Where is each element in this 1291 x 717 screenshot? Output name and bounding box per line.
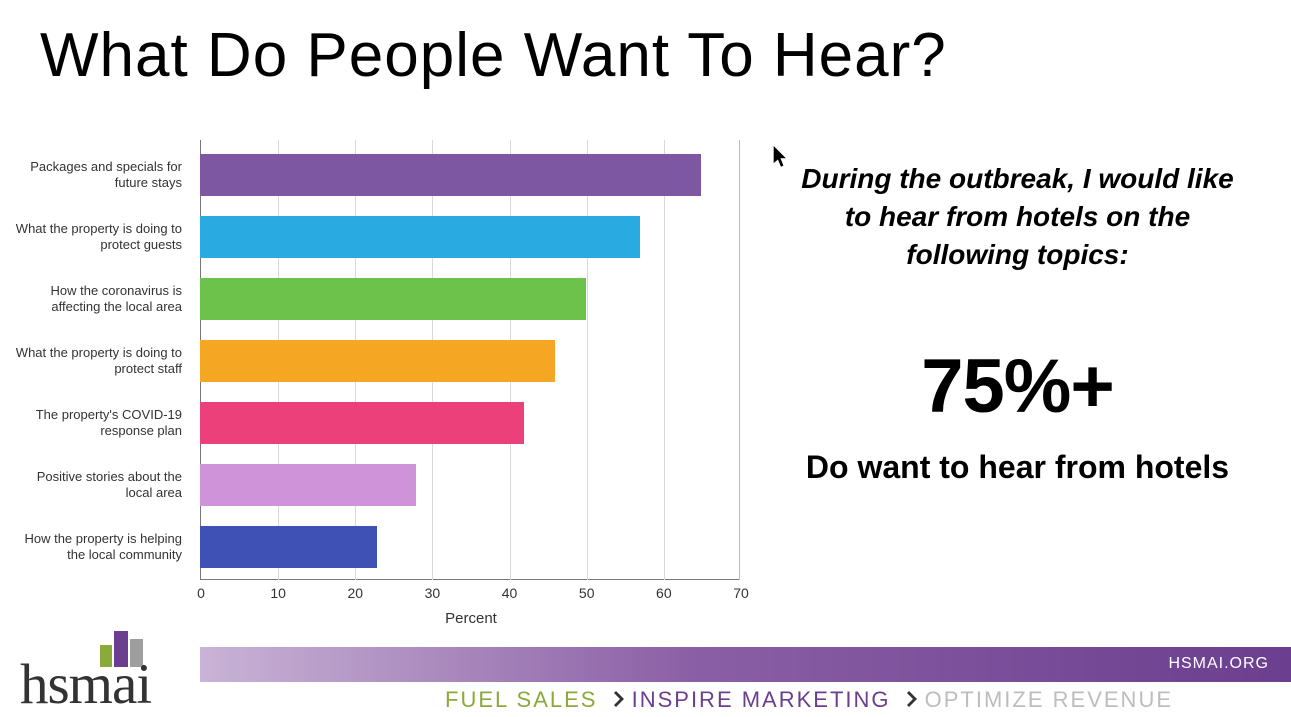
x-axis-label: Percent <box>201 610 741 627</box>
x-tick-label: 70 <box>721 585 761 601</box>
chart-row: Positive stories about the local area <box>10 454 760 516</box>
footer-tagline: FUEL SALES INSPIRE MARKETING OPTIMIZE RE… <box>445 687 1173 713</box>
slide: What Do People Want To Hear? Percent 0 10… <box>0 0 1291 717</box>
tagline-separator-icon <box>612 689 626 715</box>
bar-label: How the property is helping the local co… <box>10 516 190 578</box>
bar-label: The property's COVID-19 response plan <box>10 392 190 454</box>
bar <box>200 278 586 320</box>
bar-label: What the property is doing to protect st… <box>10 330 190 392</box>
x-tick-label: 40 <box>490 585 530 601</box>
footer-bar: HSMAI.ORG <box>200 647 1291 682</box>
logo-text: hsmai <box>20 652 151 717</box>
tagline-segment: OPTIMIZE REVENUE <box>925 687 1173 712</box>
x-tick-label: 20 <box>335 585 375 601</box>
bar <box>200 464 416 506</box>
logo: hsmai <box>20 627 220 717</box>
tagline-segment: FUEL SALES <box>445 687 597 712</box>
chart-row: How the property is helping the local co… <box>10 516 760 578</box>
bar-chart: Percent 0 10 20 30 40 50 60 70 Packages and spe… <box>10 140 760 630</box>
big-stat: 75%+ <box>775 343 1260 430</box>
chart-row: What the property is doing to protect gu… <box>10 206 760 268</box>
callout-panel: During the outbreak, I would like to hea… <box>775 160 1260 487</box>
bar <box>200 402 524 444</box>
tagline-segment: INSPIRE MARKETING <box>632 687 891 712</box>
chart-row: Packages and specials for future stays <box>10 144 760 206</box>
bar <box>200 216 640 258</box>
chart-row: What the property is doing to protect st… <box>10 330 760 392</box>
x-tick-label: 60 <box>644 585 684 601</box>
x-tick-label: 50 <box>567 585 607 601</box>
footer-url: HSMAI.ORG <box>1168 655 1269 673</box>
chart-row: How the coronavirus is affecting the loc… <box>10 268 760 330</box>
footer: HSMAI.ORG FUEL SALES INSPIRE MARKETING O… <box>0 647 1291 717</box>
x-tick-label: 10 <box>258 585 298 601</box>
bar-label: What the property is doing to protect gu… <box>10 206 190 268</box>
chart-row: The property's COVID-19 response plan <box>10 392 760 454</box>
bar-label: How the coronavirus is affecting the loc… <box>10 268 190 330</box>
bar-label: Packages and specials for future stays <box>10 144 190 206</box>
bar <box>200 154 701 196</box>
survey-question: During the outbreak, I would like to hea… <box>775 160 1260 273</box>
x-tick-label: 30 <box>412 585 452 601</box>
stat-subtext: Do want to hear from hotels <box>775 448 1260 486</box>
x-tick-label: 0 <box>181 585 221 601</box>
tagline-separator-icon <box>905 689 919 715</box>
bar-label: Positive stories about the local area <box>10 454 190 516</box>
bar <box>200 526 377 568</box>
bar <box>200 340 555 382</box>
slide-title: What Do People Want To Hear? <box>40 20 1240 91</box>
